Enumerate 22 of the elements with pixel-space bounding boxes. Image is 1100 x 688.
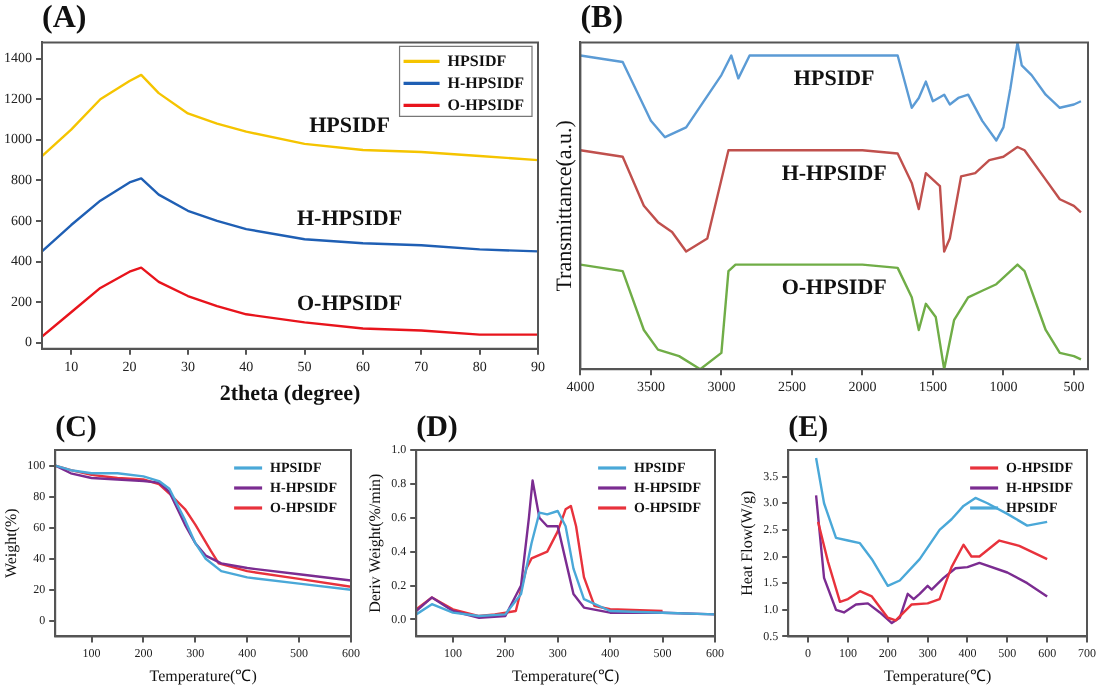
series-label: O-HPSIDF xyxy=(781,276,888,301)
x-axis-title: Temperature(℃) xyxy=(149,666,258,685)
chart-title: (A) xyxy=(42,1,87,36)
chart-title: (B) xyxy=(580,1,624,36)
x-axis-title: Temperature(℃) xyxy=(883,666,992,685)
legend-label: O-HPSIDF xyxy=(447,95,525,114)
x-axis-title: 2theta (degree) xyxy=(219,382,362,407)
chart-title: (C) xyxy=(55,411,97,444)
x-axis-title: Temperature(℃) xyxy=(511,666,620,685)
text: O-HPSIDF xyxy=(296,292,403,317)
legend-label: HPSIDF xyxy=(447,51,507,70)
y-axis-title: Deriv Weight(%/min) xyxy=(365,472,384,613)
y-axis-title: Transmittance(a.u.) xyxy=(552,119,577,292)
series-label: HPSIDF xyxy=(793,67,876,92)
chart-title: (D) xyxy=(416,411,458,444)
chart-title: (E) xyxy=(788,411,829,444)
legend-label: H-HPSIDF xyxy=(447,73,525,92)
text: H-HPSIDF xyxy=(296,206,403,231)
series-label: H-HPSIDF xyxy=(781,161,888,186)
y-axis-title: Weight(%) xyxy=(1,507,20,579)
y-axis-title: Heat Flow(W/g) xyxy=(737,489,756,596)
text: HPSIDF xyxy=(309,113,390,138)
